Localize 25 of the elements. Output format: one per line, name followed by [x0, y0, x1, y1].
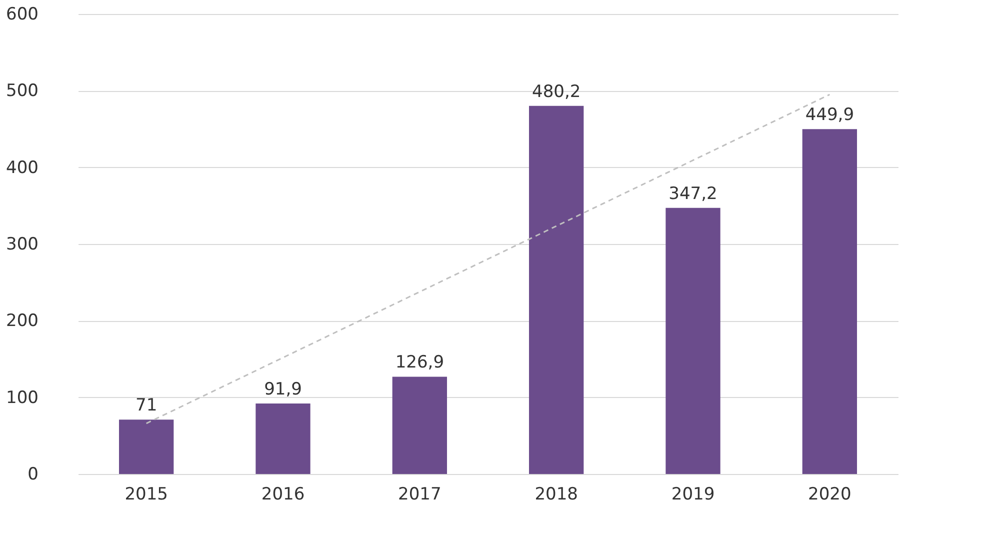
y-tick-label: 400 [6, 158, 38, 178]
x-tick-label: 2018 [534, 484, 578, 504]
y-tick-label: 500 [6, 81, 38, 102]
x-tick-label: 2017 [398, 484, 442, 504]
y-tick-label: 200 [6, 311, 38, 332]
bar [666, 208, 720, 474]
x-tick-label: 2019 [671, 484, 715, 504]
y-tick-label: 100 [6, 388, 38, 408]
bar [119, 420, 174, 474]
x-tick-label: 2020 [808, 484, 852, 504]
data-label: 449,9 [805, 105, 854, 126]
bar [529, 106, 584, 474]
bar [802, 129, 857, 474]
data-label: 71 [136, 396, 158, 416]
data-label: 126,9 [395, 352, 444, 373]
bar [256, 404, 310, 474]
y-tick-label: 0 [28, 464, 38, 484]
x-tick-label: 2015 [124, 484, 168, 504]
y-tick-label: 300 [6, 234, 38, 254]
x-tick-label: 2016 [261, 484, 305, 504]
data-label: 347,2 [668, 184, 718, 204]
data-label: 480,2 [532, 82, 581, 102]
y-tick-label: 600 [6, 4, 38, 24]
bar [392, 376, 447, 474]
data-label: 91,9 [264, 380, 302, 400]
